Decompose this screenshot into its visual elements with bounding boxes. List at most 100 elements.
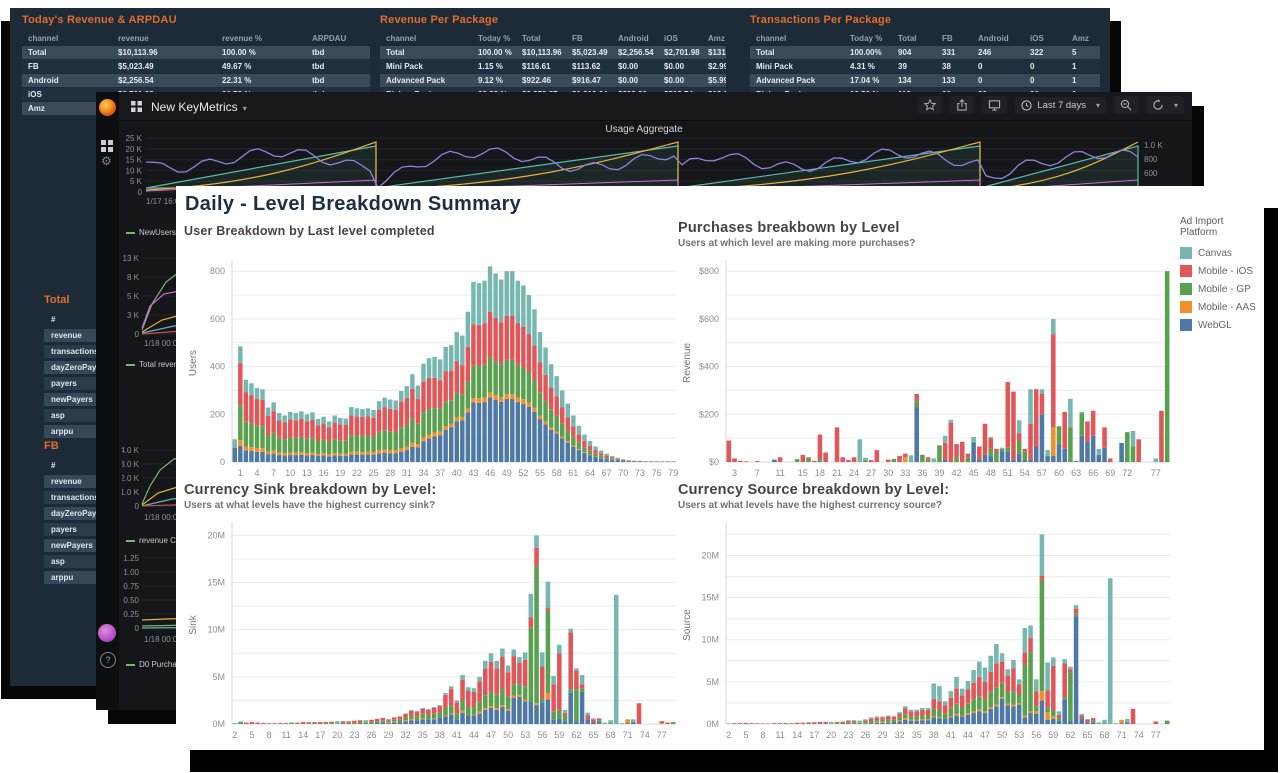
panel-legend[interactable]: NewUsers Curren (126, 228, 203, 237)
gear-icon[interactable]: ⚙ (101, 154, 112, 168)
svg-text:0: 0 (138, 188, 143, 197)
time-range-picker[interactable]: Last 7 days ▾ (1015, 96, 1106, 114)
svg-text:58: 58 (552, 468, 562, 478)
legend-item[interactable]: WebGL (1180, 316, 1262, 334)
table-cell: Total (28, 48, 47, 57)
panel-title[interactable]: Usage Aggregate (605, 124, 683, 135)
svg-text:0M: 0M (706, 719, 719, 729)
table-cell: $916.47 (572, 76, 601, 85)
svg-text:5 K: 5 K (130, 177, 143, 186)
svg-text:Source: Source (682, 609, 693, 641)
svg-text:14: 14 (792, 730, 802, 740)
table-cell: Mini Pack (386, 62, 423, 71)
table-cell: Advanced Pack (756, 76, 816, 85)
monitor-icon (989, 100, 1001, 111)
svg-text:32: 32 (895, 730, 905, 740)
table-row: Advanced Pack 9.12 % $922.46 $916.47 $0.00 $0… (380, 74, 726, 87)
table-cell: 1.15 % (478, 62, 503, 71)
table-cell: 100.00 % (478, 48, 512, 57)
chart-subtitle: Users at what levels have the highest cu… (678, 500, 942, 511)
table-cell: 0 (1030, 62, 1035, 71)
table-cell: Amz (28, 104, 45, 113)
svg-text:20: 20 (826, 730, 836, 740)
zoom-out-button[interactable] (1113, 96, 1138, 114)
svg-text:47: 47 (980, 730, 990, 740)
svg-text:1.00: 1.00 (123, 568, 139, 577)
table-cell: 0 (978, 62, 983, 71)
currency-sink-plot[interactable]: 0M 5M 10M 15M 20M 2 5 8 11 14 17 20 23 26 29 32 35 38 41 44… (184, 520, 684, 758)
legend-label: Mobile - AAS (1198, 301, 1256, 313)
time-range-label: Last 7 days (1037, 99, 1086, 111)
legend-swatch-icon (1180, 301, 1192, 313)
svg-text:800: 800 (1144, 155, 1158, 164)
svg-text:20M: 20M (207, 530, 225, 540)
svg-text:1.25: 1.25 (123, 554, 139, 563)
svg-text:25 K: 25 K (126, 134, 143, 143)
legend-item[interactable]: Mobile - iOS (1180, 262, 1262, 280)
svg-text:23: 23 (843, 730, 853, 740)
table-title: Transactions Per Package (750, 14, 892, 26)
metric-section-title: Total (44, 294, 70, 306)
help-icon[interactable]: ? (100, 652, 116, 668)
legend-item[interactable]: Mobile - GP (1180, 280, 1262, 298)
purchases-by-level-chart: Purchases breakbown by Level Users at wh… (678, 220, 1178, 478)
svg-text:40: 40 (452, 468, 462, 478)
svg-text:56: 56 (1031, 730, 1041, 740)
table-cell: 322 (1030, 48, 1044, 57)
svg-text:62: 62 (1065, 730, 1075, 740)
svg-text:0.25: 0.25 (123, 610, 139, 619)
legend-item[interactable]: Mobile - AAS (1180, 298, 1262, 316)
table-cell: 100.00% (850, 48, 882, 57)
dashboard-picker-icon[interactable] (131, 101, 142, 112)
share-button[interactable] (950, 96, 975, 114)
svg-text:76: 76 (652, 468, 662, 478)
svg-text:10: 10 (285, 468, 295, 478)
refresh-button[interactable]: ▾ (1145, 96, 1184, 114)
revenue-per-package-table: Revenue Per Package channel Today % Total FB… (380, 14, 726, 102)
series-dash-icon (126, 363, 135, 366)
table-cell: $2.99 (708, 62, 726, 71)
grafana-logo-icon[interactable] (99, 99, 116, 116)
svg-text:2: 2 (232, 730, 237, 740)
table-header: channel Today % Total FB Android iOS Amz (750, 32, 1100, 45)
legend-item[interactable]: Canvas (1180, 244, 1262, 262)
svg-text:Revenue: Revenue (682, 343, 693, 383)
svg-text:44: 44 (963, 730, 973, 740)
table-row: Android $2,256.54 22.31 % tbd (22, 74, 370, 87)
table-cell: Mini Pack (756, 62, 793, 71)
currency-source-plot[interactable]: 0M 5M 10M 15M 20M 2 5 8 11 14 17 20 23 26 29 32 35 38 41 44… (678, 520, 1178, 758)
svg-text:74: 74 (640, 730, 650, 740)
svg-text:5: 5 (249, 730, 254, 740)
svg-text:79: 79 (668, 468, 678, 478)
users-by-level-plot[interactable]: 0 200 400 600 800 1 4 7 10 13 16 19 22 25 28 31 34 37 40 43… (184, 258, 684, 496)
svg-text:53: 53 (1014, 730, 1024, 740)
svg-text:20 K: 20 K (126, 145, 143, 154)
purchases-by-level-plot[interactable]: $0 $200 $400 $600 $800 3 7 11 15 18 21 24 27 30 33 36 39… (678, 258, 1178, 496)
svg-text:68: 68 (1099, 730, 1109, 740)
chart-title: Currency Sink breakdown by Level: (184, 482, 437, 498)
table-cell: $0.00 (664, 76, 685, 85)
svg-text:0: 0 (135, 624, 140, 633)
panel-legend[interactable]: Total revenue (126, 360, 187, 369)
column-header: channel (756, 34, 787, 43)
user-avatar[interactable] (98, 624, 116, 642)
svg-text:52: 52 (518, 468, 528, 478)
dashboard-title[interactable]: New KeyMetrics ▾ (151, 100, 247, 114)
svg-text:600: 600 (210, 314, 225, 324)
star-button[interactable] (918, 96, 943, 114)
table-header: channel revenue revenue % ARPDAU (22, 32, 370, 45)
svg-text:50: 50 (503, 730, 513, 740)
column-header: iOS (1030, 34, 1044, 43)
table-cell: 1 (1072, 62, 1077, 71)
svg-text:$200: $200 (699, 409, 719, 419)
svg-text:27: 27 (866, 468, 876, 478)
svg-text:41: 41 (452, 730, 462, 740)
panel-legend[interactable]: revenue Curren (126, 536, 195, 545)
tv-mode-button[interactable] (982, 96, 1008, 114)
metric-row: # (51, 315, 56, 324)
svg-text:72: 72 (1122, 468, 1132, 478)
series-dash-icon (126, 231, 135, 234)
panel-legend[interactable]: D0 Purchasers C (126, 660, 200, 669)
dashboards-grid-icon[interactable] (101, 140, 114, 153)
table-title: Revenue Per Package (380, 14, 499, 26)
